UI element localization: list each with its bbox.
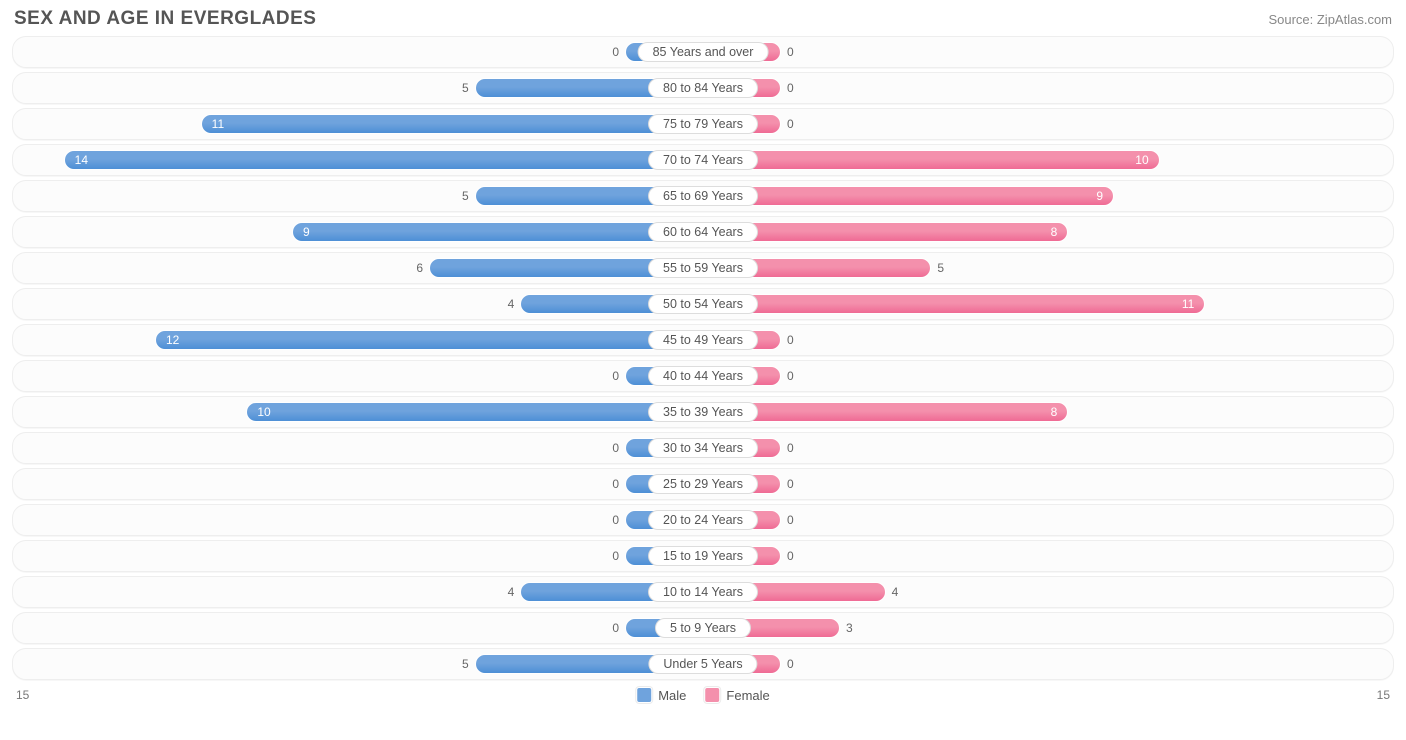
category-label: 80 to 84 Years — [648, 78, 758, 98]
pyramid-row: 0 3 5 to 9 Years — [12, 612, 1394, 644]
legend-item-female: Female — [704, 687, 769, 703]
female-value: 0 — [787, 366, 794, 386]
pyramid-row: 10 8 35 to 39 Years — [12, 396, 1394, 428]
female-value: 0 — [787, 654, 794, 674]
pyramid-row: 0 0 15 to 19 Years — [12, 540, 1394, 572]
legend-item-male: Male — [636, 687, 686, 703]
male-value: 0 — [612, 438, 619, 458]
pyramid-row: 0 0 20 to 24 Years — [12, 504, 1394, 536]
male-value: 10 — [257, 405, 270, 419]
female-value: 8 — [1051, 405, 1058, 419]
pyramid-row: 14 10 70 to 74 Years — [12, 144, 1394, 176]
legend-label-male: Male — [658, 688, 686, 703]
pyramid-row: 5 9 65 to 69 Years — [12, 180, 1394, 212]
category-label: 15 to 19 Years — [648, 546, 758, 566]
pyramid-row: 5 0 Under 5 Years — [12, 648, 1394, 680]
male-value: 12 — [166, 333, 179, 347]
female-bar: 11 — [703, 294, 1205, 314]
male-value: 11 — [212, 117, 224, 131]
female-value: 0 — [787, 438, 794, 458]
female-value: 8 — [1051, 225, 1058, 239]
female-value: 0 — [787, 546, 794, 566]
female-value: 0 — [787, 78, 794, 98]
female-value: 0 — [787, 114, 794, 134]
category-label: 10 to 14 Years — [648, 582, 758, 602]
male-bar: 11 — [201, 114, 703, 134]
female-value: 10 — [1135, 153, 1148, 167]
chart-footer: 15 Male Female 15 — [0, 684, 1406, 706]
female-value: 0 — [787, 474, 794, 494]
axis-max-left: 15 — [16, 688, 29, 702]
female-value: 9 — [1096, 189, 1103, 203]
legend: Male Female — [636, 687, 770, 703]
pyramid-row: 0 0 85 Years and over — [12, 36, 1394, 68]
pyramid-row: 0 0 30 to 34 Years — [12, 432, 1394, 464]
male-value: 4 — [508, 294, 515, 314]
male-value: 0 — [612, 366, 619, 386]
category-label: 70 to 74 Years — [648, 150, 758, 170]
male-value: 4 — [508, 582, 515, 602]
category-label: 85 Years and over — [638, 42, 769, 62]
pyramid-row: 5 0 80 to 84 Years — [12, 72, 1394, 104]
male-value: 0 — [612, 474, 619, 494]
female-value: 11 — [1182, 297, 1194, 311]
category-label: 45 to 49 Years — [648, 330, 758, 350]
female-value: 0 — [787, 330, 794, 350]
male-value: 6 — [416, 258, 423, 278]
female-bar: 9 — [703, 186, 1114, 206]
pyramid-row: 9 8 60 to 64 Years — [12, 216, 1394, 248]
legend-label-female: Female — [726, 688, 769, 703]
pyramid-row: 12 0 45 to 49 Years — [12, 324, 1394, 356]
male-value: 0 — [612, 510, 619, 530]
category-label: 25 to 29 Years — [648, 474, 758, 494]
male-bar: 14 — [64, 150, 703, 170]
female-value: 5 — [937, 258, 944, 278]
chart-title: SEX AND AGE IN EVERGLADES — [14, 8, 316, 30]
category-label: 20 to 24 Years — [648, 510, 758, 530]
category-label: 60 to 64 Years — [648, 222, 758, 242]
axis-max-right: 15 — [1377, 688, 1390, 702]
category-label: 40 to 44 Years — [648, 366, 758, 386]
category-label: Under 5 Years — [648, 654, 757, 674]
legend-swatch-female — [704, 687, 720, 703]
male-value: 0 — [612, 42, 619, 62]
legend-swatch-male — [636, 687, 652, 703]
category-label: 75 to 79 Years — [648, 114, 758, 134]
female-value: 0 — [787, 510, 794, 530]
male-value: 9 — [303, 225, 310, 239]
pyramid-row: 6 5 55 to 59 Years — [12, 252, 1394, 284]
male-bar: 9 — [292, 222, 703, 242]
male-value: 0 — [612, 618, 619, 638]
category-label: 50 to 54 Years — [648, 294, 758, 314]
female-value: 3 — [846, 618, 853, 638]
male-value: 14 — [75, 153, 88, 167]
pyramid-row: 0 0 25 to 29 Years — [12, 468, 1394, 500]
chart-area: 0 0 85 Years and over 5 0 80 to 84 Years 11 0 75… — [0, 34, 1406, 680]
male-bar: 10 — [246, 402, 703, 422]
category-label: 30 to 34 Years — [648, 438, 758, 458]
female-value: 0 — [787, 42, 794, 62]
pyramid-row: 4 11 50 to 54 Years — [12, 288, 1394, 320]
pyramid-row: 4 4 10 to 14 Years — [12, 576, 1394, 608]
chart-header: SEX AND AGE IN EVERGLADES Source: ZipAtl… — [0, 0, 1406, 34]
category-label: 35 to 39 Years — [648, 402, 758, 422]
female-bar: 10 — [703, 150, 1160, 170]
chart-source: Source: ZipAtlas.com — [1268, 12, 1392, 27]
category-label: 65 to 69 Years — [648, 186, 758, 206]
male-value: 5 — [462, 654, 469, 674]
male-bar: 12 — [155, 330, 703, 350]
pyramid-row: 11 0 75 to 79 Years — [12, 108, 1394, 140]
female-value: 4 — [892, 582, 899, 602]
category-label: 55 to 59 Years — [648, 258, 758, 278]
male-value: 5 — [462, 78, 469, 98]
male-value: 0 — [612, 546, 619, 566]
male-value: 5 — [462, 186, 469, 206]
category-label: 5 to 9 Years — [655, 618, 751, 638]
pyramid-row: 0 0 40 to 44 Years — [12, 360, 1394, 392]
